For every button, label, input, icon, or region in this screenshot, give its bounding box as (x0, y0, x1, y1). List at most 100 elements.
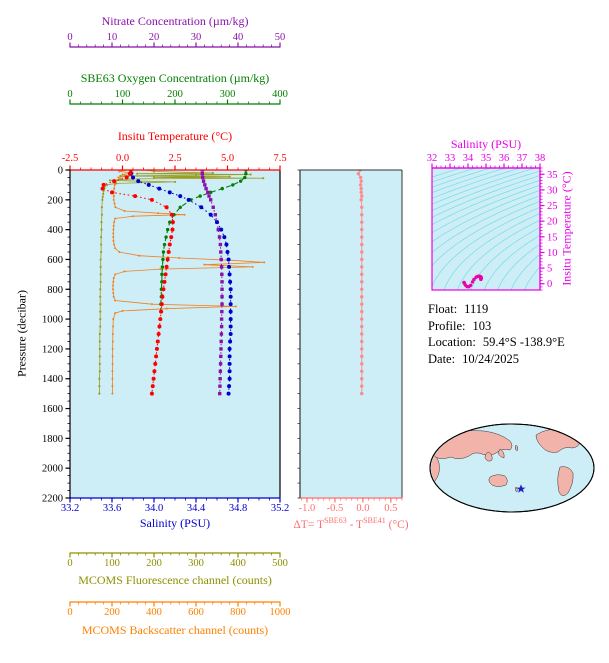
location-value: 59.4°S -138.9°E (482, 335, 565, 349)
date-label: Date: (428, 351, 456, 366)
float-info-block: Float: 1119 Profile: 103 Location: 59.4°S -… (428, 301, 565, 367)
oxygen-axis: 0 100 200 300 400 (67, 89, 288, 105)
svg-text:33: 33 (445, 153, 456, 164)
svg-text:600: 600 (47, 255, 63, 266)
svg-text:0: 0 (67, 89, 72, 100)
float-value: 1119 (464, 302, 489, 316)
salinity-axis: 33.2 33.6 34.0 34.4 34.8 35.2 (61, 497, 289, 514)
ts-density-contours (432, 168, 540, 290)
svg-text:1800: 1800 (42, 434, 63, 445)
profile-label: Profile: (428, 318, 466, 333)
svg-text:200: 200 (167, 89, 183, 100)
svg-text:-1.0: -1.0 (299, 503, 316, 514)
profile-info-row: Profile: 103 (428, 318, 565, 335)
profile-value: 103 (472, 318, 492, 333)
svg-text:20: 20 (547, 217, 558, 228)
float-info-row: Float: 1119 (428, 301, 565, 318)
ts-salinity-axis: 32 33 34 35 36 37 38 (427, 153, 546, 169)
svg-text:30: 30 (191, 32, 202, 43)
svg-text:2.5: 2.5 (168, 153, 181, 164)
svg-text:1400: 1400 (42, 374, 63, 385)
svg-text:0: 0 (67, 607, 72, 618)
svg-text:2000: 2000 (42, 464, 63, 475)
delta-t-title-mid: - T (346, 518, 364, 531)
svg-text:400: 400 (230, 558, 246, 569)
temperature-axis: -2.5 0.0 2.5 5.0 7.5 (62, 153, 287, 171)
svg-text:800: 800 (47, 285, 63, 296)
svg-text:-2.5: -2.5 (62, 153, 79, 164)
delta-t-title-post: (°C) (385, 518, 409, 531)
svg-text:33.6: 33.6 (103, 503, 121, 514)
nitrate-axis-title: Nitrate Concentration (µm/kg) (101, 14, 249, 28)
svg-text:200: 200 (104, 607, 120, 618)
svg-text:34.0: 34.0 (145, 503, 163, 514)
date-value: 10/24/2025 (462, 351, 520, 366)
oxygen-axis-title: SBE63 Oxygen Concentration (µm/kg) (80, 71, 270, 85)
svg-text:50: 50 (275, 32, 286, 43)
date-info-row: Date: 10/24/2025 (428, 351, 565, 368)
svg-text:5: 5 (547, 264, 552, 275)
location-label: Location: (428, 335, 476, 349)
nitrate-series (200, 170, 224, 396)
svg-text:34.4: 34.4 (187, 503, 206, 514)
svg-text:2200: 2200 (42, 494, 63, 505)
ts-temperature-axis: 0 5 10 15 20 25 30 35 (539, 167, 558, 291)
svg-text:30: 30 (547, 185, 558, 196)
svg-text:0.0: 0.0 (116, 153, 129, 164)
svg-text:20: 20 (149, 32, 160, 43)
svg-text:100: 100 (104, 558, 120, 569)
pressure-axis-title: Pressure (decibar) (14, 290, 29, 377)
ts-temperature-axis-title: Insitu Temperature (°C) (559, 171, 574, 286)
pressure-axis: 0 200 400 600 800 1000 1200 1400 1600 1800 2000 220… (42, 166, 71, 505)
delta-t-axis-title: ΔT= TSBE63 - TSBE41 (°C) (284, 516, 418, 531)
svg-text:-0.5: -0.5 (327, 503, 344, 514)
svg-text:34.8: 34.8 (229, 503, 247, 514)
backscatter-axis: 0 200 400 600 800 1000 (67, 601, 291, 618)
svg-text:25: 25 (547, 201, 558, 212)
svg-text:100: 100 (115, 89, 131, 100)
svg-text:1600: 1600 (42, 404, 63, 415)
svg-text:32: 32 (427, 153, 438, 164)
world-map (429, 423, 595, 513)
svg-text:800: 800 (230, 607, 246, 618)
nitrate-axis: 0 10 20 30 40 50 (67, 32, 286, 48)
fluorescence-axis: 0 100 200 300 400 500 (67, 552, 288, 569)
svg-text:0: 0 (547, 279, 552, 290)
svg-text:1000: 1000 (42, 315, 63, 326)
svg-text:7.5: 7.5 (273, 153, 286, 164)
svg-text:35.2: 35.2 (271, 503, 289, 514)
svg-text:300: 300 (220, 89, 236, 100)
delta-t-title-sup1: SBE63 (324, 516, 347, 525)
svg-text:40: 40 (233, 32, 244, 43)
temperature-axis-title: Insitu Temperature (°C) (117, 129, 233, 143)
delta-t-axis: -1.0 -0.5 0.0 0.5 (299, 497, 403, 514)
delta-left-ticks (297, 169, 301, 499)
fluorescence-axis-title: MCOMS Fluorescence channel (counts) (78, 573, 272, 587)
svg-text:600: 600 (188, 607, 204, 618)
svg-text:500: 500 (272, 558, 288, 569)
svg-text:0: 0 (67, 32, 72, 43)
svg-text:10: 10 (107, 32, 118, 43)
backscatter-series (111, 170, 266, 395)
svg-text:1000: 1000 (270, 607, 291, 618)
svg-text:37: 37 (517, 153, 528, 164)
svg-text:35: 35 (481, 153, 492, 164)
svg-text:15: 15 (547, 232, 558, 243)
svg-text:300: 300 (188, 558, 204, 569)
svg-text:200: 200 (146, 558, 162, 569)
ts-salinity-axis-title: Salinity (PSU) (450, 137, 522, 151)
delta-t-title-sup2: SBE41 (363, 516, 386, 525)
temperature-series (100, 170, 175, 396)
svg-text:34: 34 (463, 153, 474, 164)
svg-text:0.0: 0.0 (356, 503, 369, 514)
svg-text:400: 400 (146, 607, 162, 618)
svg-text:38: 38 (535, 153, 546, 164)
ts-points (462, 274, 483, 289)
location-info-row: Location: 59.4°S -138.9°E (428, 334, 565, 351)
backscatter-axis-title: MCOMS Backscatter channel (counts) (81, 623, 269, 637)
salinity-axis-title: Salinity (PSU) (139, 516, 211, 530)
svg-text:200: 200 (47, 195, 63, 206)
svg-text:0: 0 (58, 166, 63, 177)
svg-text:35: 35 (547, 170, 558, 181)
